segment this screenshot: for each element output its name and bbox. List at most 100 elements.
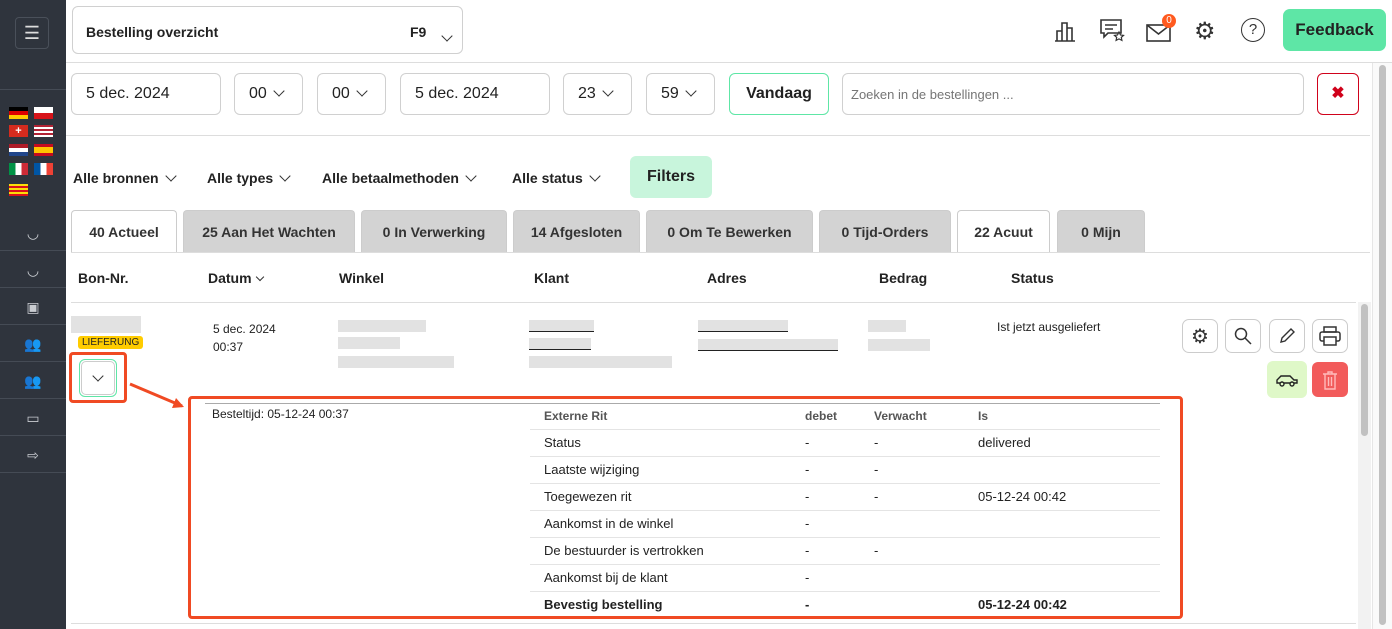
dashboard-icon[interactable]: ◡ — [0, 215, 66, 251]
detail-cell: - — [874, 483, 978, 511]
divider — [0, 89, 66, 90]
column-status[interactable]: Status — [1011, 270, 1054, 286]
detail-cell: - — [805, 429, 874, 457]
detail-cell: - — [805, 456, 874, 484]
header-externe-rit: Externe Rit — [530, 404, 805, 430]
delete-button[interactable] — [1312, 362, 1348, 397]
detail-cell: Aankomst bij de klant — [530, 564, 805, 592]
feedback-button[interactable]: Feedback — [1283, 9, 1386, 51]
scrollbar[interactable] — [1358, 302, 1371, 629]
detail-row: Aankomst bij de klant - — [530, 564, 1160, 592]
tab-afgesloten[interactable]: 14 Afgesloten — [513, 210, 640, 252]
clear-button[interactable]: ✖ — [1317, 73, 1359, 115]
shopping-bag-icon[interactable]: ▣ — [0, 289, 66, 325]
detail-cell: Laatste wijziging — [530, 456, 805, 484]
to-date-input[interactable]: 5 dec. 2024 — [400, 73, 550, 115]
divider — [66, 62, 1392, 63]
shortcut-label: F9 — [410, 24, 427, 40]
column-adres[interactable]: Adres — [707, 270, 747, 286]
header-is: Is — [978, 404, 1160, 430]
pencil-icon — [1280, 328, 1295, 343]
scrollbar-thumb[interactable] — [1361, 304, 1368, 436]
redacted-text — [338, 337, 400, 349]
detail-cell — [978, 510, 1160, 538]
chevron-down-icon — [164, 170, 177, 182]
order-date: 5 dec. 2024 — [213, 322, 276, 336]
reviews-icon[interactable] — [1099, 18, 1125, 42]
flag-cz-icon[interactable] — [34, 107, 53, 119]
from-date-input[interactable]: 5 dec. 2024 — [71, 73, 221, 115]
column-datum[interactable]: Datum — [208, 270, 264, 286]
tab-actueel[interactable]: 40 Actueel — [71, 210, 177, 252]
help-icon[interactable]: ? — [1241, 18, 1265, 42]
users-icon[interactable]: 👥 — [0, 326, 66, 362]
order-status: Ist jetzt ausgeliefert — [997, 320, 1101, 334]
search-button[interactable] — [1225, 319, 1261, 353]
flag-ca-icon[interactable] — [9, 184, 28, 196]
users-icon[interactable]: 👥 — [0, 363, 66, 399]
dashboard-icon[interactable]: ◡ — [0, 252, 66, 288]
detail-cell: - — [805, 510, 874, 538]
detail-cell: - — [874, 456, 978, 484]
detail-cell: - — [805, 483, 874, 511]
from-hour-select[interactable]: 00 — [234, 73, 303, 115]
column-bon-nr[interactable]: Bon-Nr. — [78, 270, 129, 286]
order-time: 00:37 — [213, 340, 244, 354]
search-input[interactable] — [842, 73, 1304, 115]
redacted-text — [698, 339, 838, 351]
chart-icon[interactable] — [1053, 19, 1077, 43]
detail-cell: Bevestig bestelling — [544, 597, 663, 613]
chevron-down-icon — [279, 170, 291, 182]
tab-mijn[interactable]: 0 Mijn — [1057, 210, 1145, 252]
status-filter-value: Alle status — [512, 170, 583, 186]
chevron-down-icon — [465, 170, 477, 182]
mail-icon[interactable] — [1146, 22, 1172, 42]
page-scrollbar[interactable] — [1372, 63, 1392, 629]
to-minute-select[interactable]: 59 — [646, 73, 715, 115]
column-klant[interactable]: Klant — [534, 270, 569, 286]
chevron-down-icon — [92, 370, 104, 382]
settings-icon[interactable]: ⚙ — [1194, 18, 1216, 45]
filters-button[interactable]: Filters — [630, 156, 712, 198]
from-minute-select[interactable]: 00 — [317, 73, 386, 115]
divider — [71, 252, 1370, 253]
flag-us-icon[interactable] — [34, 125, 53, 137]
detail-cell: Aankomst in de winkel — [530, 510, 805, 538]
sources-filter-value: Alle bronnen — [73, 170, 159, 186]
tab-in-verwerking[interactable]: 0 In Verwerking — [361, 210, 507, 252]
chevron-down-icon — [273, 85, 285, 97]
tab-acuut[interactable]: 22 Acuut — [957, 210, 1050, 252]
column-bedrag[interactable]: Bedrag — [879, 270, 928, 286]
flag-ch-icon[interactable]: + — [9, 125, 28, 137]
column-winkel[interactable]: Winkel — [339, 270, 384, 286]
scrollbar-thumb[interactable] — [1379, 65, 1386, 625]
flag-it-icon[interactable] — [9, 163, 28, 175]
sources-filter[interactable]: Alle bronnen — [73, 170, 177, 186]
delivery-button[interactable] — [1267, 361, 1307, 398]
flag-nl-icon[interactable] — [9, 144, 28, 156]
expand-button[interactable] — [79, 359, 117, 397]
flag-fr-icon[interactable] — [34, 163, 53, 175]
page-select[interactable]: Bestelling overzicht F9 — [72, 6, 463, 54]
logout-icon[interactable]: ⇨ — [0, 437, 66, 473]
menu-toggle-button[interactable]: ☰ — [15, 17, 49, 49]
types-filter[interactable]: Alle types — [207, 170, 291, 186]
monitor-icon[interactable]: ▭ — [0, 400, 66, 436]
status-filter[interactable]: Alle status — [512, 170, 601, 186]
settings-button[interactable]: ⚙ — [1182, 319, 1218, 353]
today-button[interactable]: Vandaag — [729, 73, 829, 115]
tab-om-te-bewerken[interactable]: 0 Om Te Bewerken — [646, 210, 813, 252]
detail-cell: - — [805, 537, 874, 565]
tab-aan-het-wachten[interactable]: 25 Aan Het Wachten — [183, 210, 355, 252]
flag-es-icon[interactable] — [34, 144, 53, 156]
flag-de-icon[interactable] — [9, 107, 28, 119]
payment-filter[interactable]: Alle betaalmethoden — [322, 170, 477, 186]
sidebar: ☰ + ◡ ◡ ▣ 👥 👥 ▭ ⇨ — [0, 0, 66, 629]
edit-button[interactable] — [1269, 319, 1305, 353]
redacted-text — [338, 356, 454, 368]
tab-tijd-orders[interactable]: 0 Tijd-Orders — [819, 210, 951, 252]
print-button[interactable] — [1312, 319, 1348, 353]
to-hour-select[interactable]: 23 — [563, 73, 632, 115]
detail-row: Bevestig bestelling - 05-12-24 00:42 — [530, 591, 1160, 618]
redacted-text — [529, 320, 594, 332]
